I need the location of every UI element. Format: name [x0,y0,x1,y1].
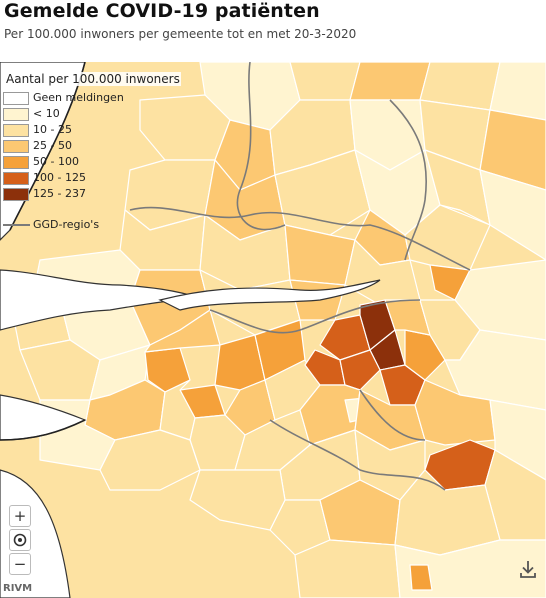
legend-swatch [3,140,29,153]
zoom-in-button[interactable]: + [9,505,31,527]
ggd-boundary [236,62,286,231]
ggd-boundary [359,389,426,441]
water-river [158,279,381,311]
municipality [424,149,491,226]
map-subtitle: Per 100.000 inwoners per gemeente tot en… [4,27,357,41]
legend-swatch [3,92,29,105]
legend-label: < 10 [33,107,60,120]
municipality [289,62,361,101]
municipality [409,564,433,591]
legend-label: 25 - 50 [33,139,72,152]
ggd-boundary [269,419,446,491]
legend-label: Geen meldingen [33,91,124,104]
legend-swatch [3,124,29,137]
municipality [349,62,431,101]
legend-swatch [3,188,29,201]
municipality [479,109,546,191]
legend-label: GGD-regio's [33,218,100,231]
source-label: RIVM [3,583,33,594]
municipality [189,469,286,531]
ggd-boundary [129,206,471,271]
legend-swatch [3,156,29,169]
locate-button[interactable] [9,529,31,551]
coastline [0,419,86,441]
legend-swatch [3,108,29,121]
target-icon [13,533,27,547]
zoom-out-button[interactable]: − [9,553,31,575]
legend-label: 50 - 100 [33,155,79,168]
map-title: Gemelde COVID-19 patiënten [4,0,320,22]
legend-title: Aantal per 100.000 inwoners [5,72,181,86]
municipality [394,539,546,598]
legend-swatch [3,172,29,185]
legend-label: 100 - 125 [33,171,86,184]
municipality [99,429,201,491]
ggd-line-swatch [3,224,30,226]
ggd-boundary [389,99,428,261]
municipality [479,169,546,261]
ggd-boundary [209,299,421,334]
municipality [294,539,401,598]
municipality [339,349,381,391]
download-icon[interactable] [517,558,539,580]
legend-label: 125 - 237 [33,187,86,200]
choropleth-map[interactable] [0,62,546,598]
municipality [489,62,546,121]
legend-label: 10 - 25 [33,123,72,136]
